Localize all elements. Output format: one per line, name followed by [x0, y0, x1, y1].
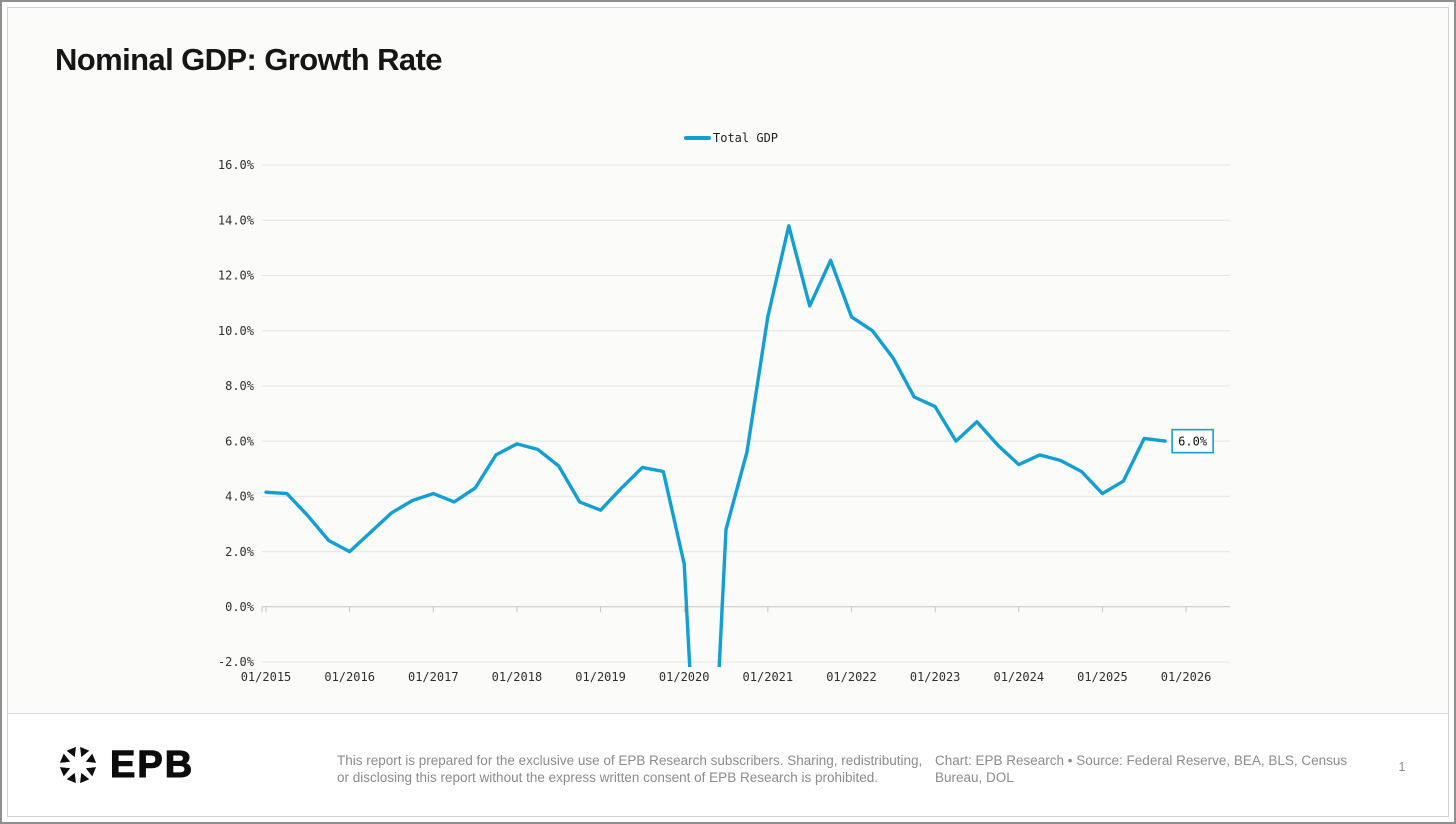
x-axis-label: 01/2020 [659, 670, 710, 684]
y-axis-label: 12.0% [218, 269, 255, 283]
y-axis-label: 0.0% [225, 600, 255, 614]
y-axis-label: 2.0% [225, 545, 255, 559]
epb-logo-text: EPB [109, 743, 195, 786]
gdp-growth-line-chart: 16.0% 14.0% 12.0% 10.0% 8.0% 6.0% 4.0% 2.0% 0.0%… [218, 158, 1230, 684]
total-gdp-line [264, 224, 1167, 667]
y-axis-label: 14.0% [218, 213, 255, 227]
x-axis-label: 01/2018 [492, 670, 543, 684]
x-axis-label: 01/2023 [910, 670, 961, 684]
x-axis-label: 01/2025 [1077, 670, 1128, 684]
legend-line-swatch [684, 136, 711, 140]
x-axis-label: 01/2019 [575, 670, 626, 684]
y-axis-label: 16.0% [218, 158, 255, 172]
disclaimer-text: This report is prepared for the exclusiv… [337, 753, 922, 786]
chart-legend: Total GDP [684, 131, 778, 145]
x-axis-label: 01/2017 [408, 670, 459, 684]
x-axis-label: 01/2022 [826, 670, 877, 684]
x-axis-label: 01/2015 [241, 670, 292, 684]
legend-label: Total GDP [713, 131, 779, 145]
slide-frame: Nominal GDP: Growth Rate Total GDP 16.0%… [7, 7, 1449, 817]
credit-line-2: Bureau, DOL [935, 769, 1014, 785]
x-axis-label: 01/2016 [324, 670, 375, 684]
source-credit-text: Chart: EPB Research • Source: Federal Re… [935, 753, 1347, 786]
end-value-label: 6.0% [1178, 434, 1208, 448]
y-axis-label: 8.0% [225, 379, 255, 393]
x-axis-label: 01/2021 [743, 670, 794, 684]
page-number: 1 [1398, 760, 1406, 774]
y-axis-label: 10.0% [218, 324, 255, 338]
end-value-label-box [1171, 428, 1214, 454]
credit-line-1: Chart: EPB Research • Source: Federal Re… [935, 753, 1348, 768]
disclaimer-line-2: or disclosing this report without the ex… [337, 769, 879, 785]
x-axis-label: 01/2026 [1161, 670, 1212, 684]
footer-divider [8, 713, 1448, 714]
x-axis-label: 01/2024 [993, 670, 1044, 684]
disclaimer-line-1: This report is prepared for the exclusiv… [337, 753, 923, 768]
epb-burst-icon [59, 746, 97, 784]
y-axis-label: 4.0% [225, 490, 255, 504]
y-axis-label: 6.0% [225, 434, 255, 448]
epb-logo: EPB [56, 743, 194, 787]
y-axis-label: -2.0% [218, 655, 255, 669]
page-title: Nominal GDP: Growth Rate [55, 42, 443, 77]
footer: EPB This report is prepared for the excl… [8, 714, 1448, 816]
